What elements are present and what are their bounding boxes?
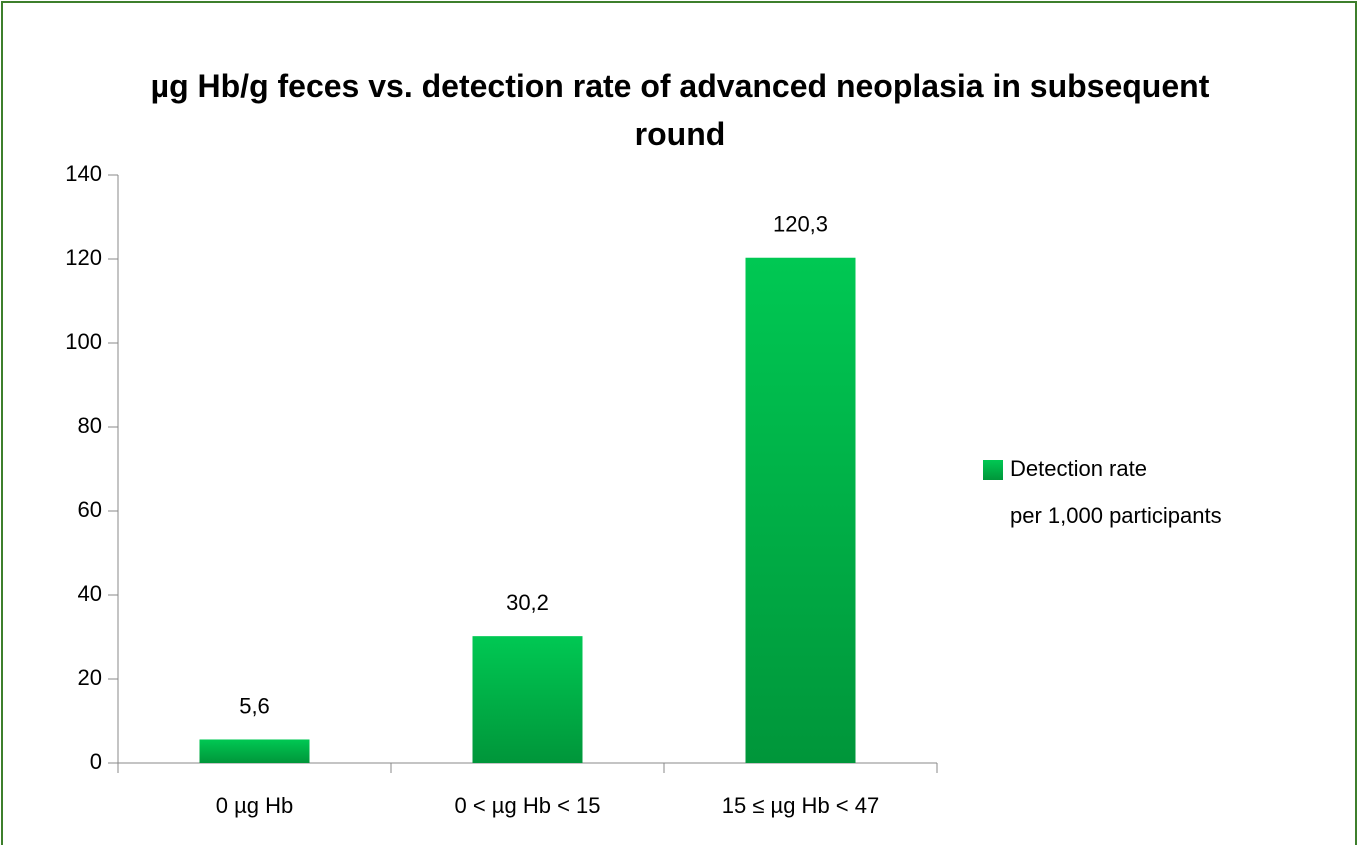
y-tick-label: 80 — [78, 413, 102, 438]
bar — [472, 636, 583, 763]
legend-label: Detection rate per 1,000 participants — [1010, 456, 1222, 528]
y-tick-label: 60 — [78, 497, 102, 522]
data-label: 120,3 — [773, 212, 828, 237]
y-tick-label: 40 — [78, 581, 102, 606]
bar — [199, 739, 310, 763]
legend-line: Detection rate — [1010, 456, 1147, 481]
legend-swatch — [983, 460, 1003, 480]
data-label: 5,6 — [239, 693, 270, 718]
chart-title: µg Hb/g feces vs. detection rate of adva… — [150, 68, 1210, 152]
bar — [745, 257, 856, 763]
y-tick-label: 20 — [78, 665, 102, 690]
data-label: 30,2 — [506, 590, 549, 615]
y-tick-label: 0 — [90, 749, 102, 774]
y-tick-label: 140 — [65, 161, 102, 186]
x-tick-label: 0 µg Hb — [216, 793, 294, 818]
y-tick-label: 120 — [65, 245, 102, 270]
x-tick-label: 15 ≤ µg Hb < 47 — [722, 793, 879, 818]
x-tick-label: 0 < µg Hb < 15 — [455, 793, 601, 818]
y-tick-label: 100 — [65, 329, 102, 354]
legend-line: per 1,000 participants — [1010, 503, 1222, 528]
